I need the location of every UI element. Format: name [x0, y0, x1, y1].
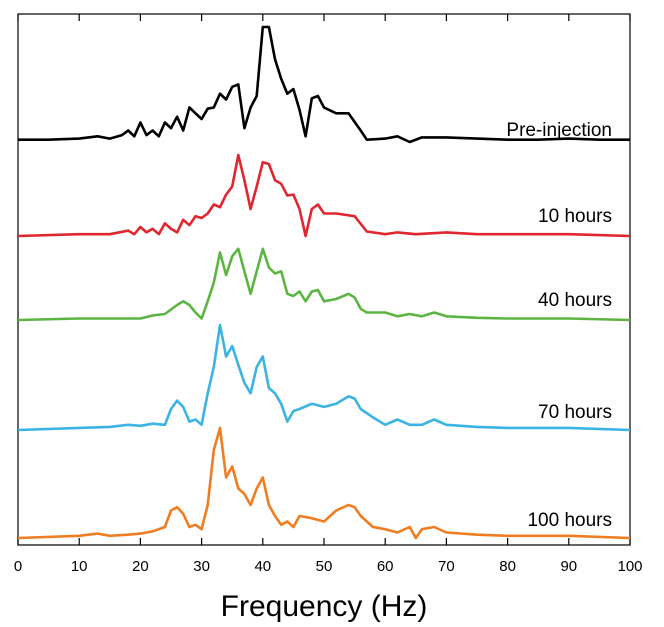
series-line-2	[17, 247, 631, 322]
series-label-3: 70 hours	[538, 402, 612, 423]
series-label-4: 100 hours	[527, 510, 612, 531]
x-tick-label: 60	[377, 558, 394, 575]
x-tick-label: 50	[316, 558, 333, 575]
plot-frame	[17, 13, 631, 546]
x-tick-label: 90	[560, 558, 577, 575]
axis-ticks	[17, 14, 631, 545]
x-tick-label: 10	[71, 558, 88, 575]
series-lines	[17, 25, 631, 540]
series-line-3	[17, 323, 631, 432]
x-tick-label: 0	[14, 558, 22, 575]
x-tick-labels: 0 10 20 30 40 50 60 70 80 90 100	[14, 558, 643, 575]
series-label-0: Pre-injection	[506, 120, 612, 141]
series-label-1: 10 hours	[538, 206, 612, 227]
x-tick-label: 20	[132, 558, 149, 575]
series-label-2: 40 hours	[538, 290, 612, 311]
series-line-4	[17, 426, 631, 540]
x-tick-label: 40	[254, 558, 271, 575]
series-line-1	[17, 153, 631, 238]
x-tick-label: 30	[193, 558, 210, 575]
x-axis-title: Frequency (Hz)	[221, 590, 428, 623]
series-labels: Pre-injection 10 hours 40 hours 70 hours 100…	[506, 120, 612, 531]
x-tick-label: 70	[438, 558, 455, 575]
series-line-0	[18, 25, 630, 144]
x-tick-label: 80	[499, 558, 516, 575]
x-tick-label: 100	[617, 558, 642, 575]
